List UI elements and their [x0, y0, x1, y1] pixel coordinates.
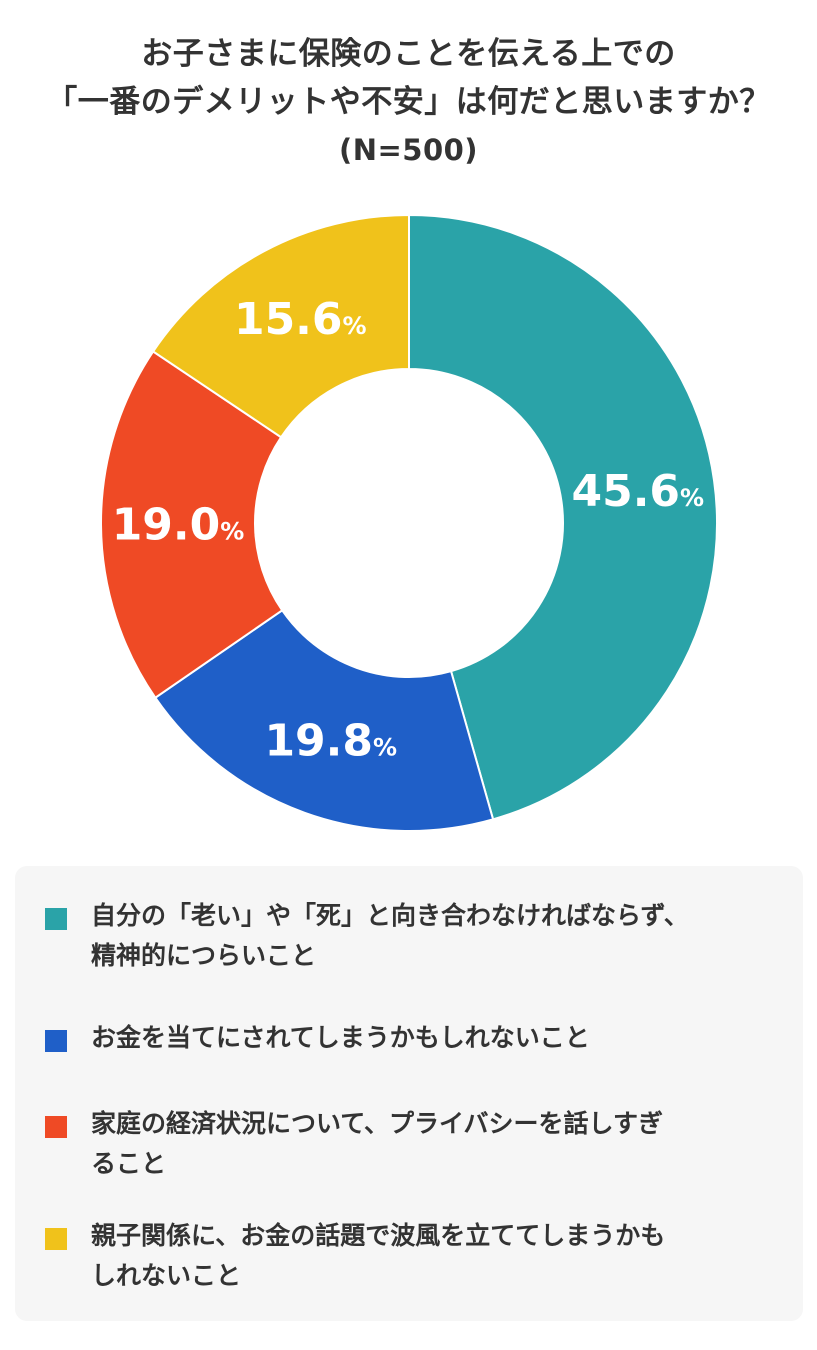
donut-slice-1	[408, 213, 718, 821]
legend-label-4-line-1: 親子関係に、お金の話題で波風を立ててしまうかも	[91, 1221, 666, 1250]
slice-value-2: 19.8	[264, 715, 373, 766]
legend-label-1-line-2: 精神的につらいこと	[91, 941, 317, 970]
legend-swatch-1	[45, 908, 67, 930]
donut-slice-3	[100, 350, 284, 700]
slice-label-4: 15.6%	[234, 294, 367, 345]
slice-value-3: 19.0	[112, 499, 221, 550]
slice-value-1: 45.6	[571, 466, 680, 517]
slice-unit-3: %	[220, 517, 244, 545]
donut-slices	[100, 213, 718, 833]
legend-label-2-line-1: お金を当てにされてしまうかもしれないこと	[91, 1023, 590, 1052]
legend: 自分の「老い」や「死」と向き合わなければならず、 精神的につらいこと お金を当て…	[15, 866, 803, 1321]
donut-slice-4	[151, 213, 410, 439]
slice-value-4: 15.6	[234, 294, 343, 345]
legend-label-2: お金を当てにされてしまうかもしれないこと	[91, 1018, 756, 1058]
donut-slice-2	[153, 608, 495, 833]
legend-swatch-4	[45, 1228, 67, 1250]
legend-label-3-line-2: ること	[91, 1149, 167, 1178]
legend-label-3: 家庭の経済状況について、プライバシーを話しすぎ ること	[91, 1104, 756, 1184]
donut-labels: 45.6%19.8%19.0%15.6%	[112, 294, 704, 766]
legend-label-1-line-1: 自分の「老い」や「死」と向き合わなければならず、	[91, 901, 689, 930]
slice-label-1: 45.6%	[571, 466, 704, 517]
slice-label-3: 19.0%	[112, 499, 245, 550]
legend-swatch-3	[45, 1116, 67, 1138]
legend-label-4-line-2: しれないこと	[91, 1261, 242, 1290]
legend-label-4: 親子関係に、お金の話題で波風を立ててしまうかも しれないこと	[91, 1216, 756, 1296]
chart-title-line-2: 「一番のデメリットや不安」は何だと思いますか？	[46, 84, 771, 120]
slice-unit-2: %	[373, 733, 397, 761]
legend-label-3-line-1: 家庭の経済状況について、プライバシーを話しすぎ	[91, 1109, 664, 1138]
donut-chart: 45.6%19.8%19.0%15.6%	[100, 213, 718, 833]
slice-unit-1: %	[680, 484, 704, 512]
legend-label-1: 自分の「老い」や「死」と向き合わなければならず、 精神的につらいこと	[91, 896, 756, 976]
slice-label-2: 19.8%	[264, 715, 397, 766]
legend-swatch-2	[45, 1030, 67, 1052]
chart-title-line-1: お子さまに保険のことを伝える上での	[141, 36, 676, 72]
sample-size: (N=500)	[338, 133, 479, 167]
chart-title: お子さまに保険のことを伝える上での 「一番のデメリットや不安」は何だと思いますか…	[0, 30, 817, 174]
slice-unit-4: %	[343, 312, 367, 340]
